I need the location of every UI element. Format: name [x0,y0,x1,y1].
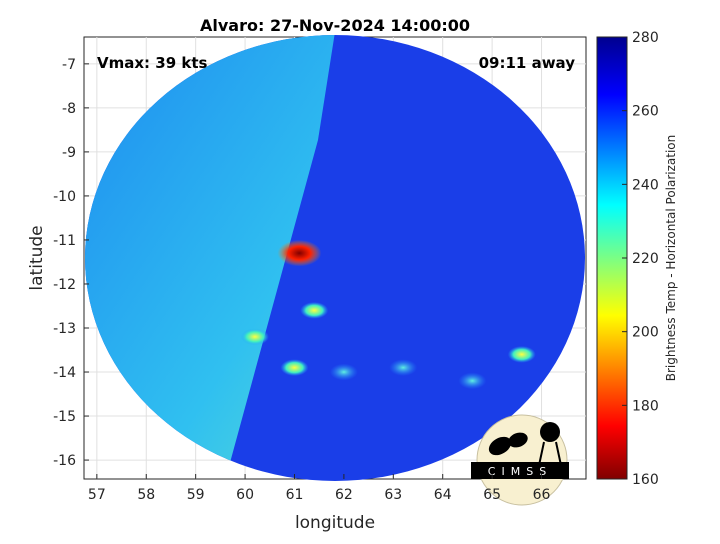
x-tick-label: 59 [187,487,205,503]
x-tick-label: 63 [384,487,402,503]
x-tick-label: 62 [335,487,353,503]
brightness-field [85,35,585,481]
x-tick-label: 57 [88,487,106,503]
y-tick-label: -13 [53,321,76,337]
vmax-annotation: Vmax: 39 kts [97,54,207,72]
colorbar-label: Brightness Temp - Horizontal Polarizatio… [664,135,678,382]
colorbar-tick-label: 240 [632,177,659,193]
brightness-feature [300,301,329,319]
x-tick-label: 58 [137,487,155,503]
x-tick-label: 61 [286,487,304,503]
y-tick-label: -16 [53,453,76,469]
brightness-feature [507,346,536,363]
y-tick-label: -11 [53,233,76,249]
x-axis-label: longitude [295,513,375,533]
logo-text: CIMSS [488,465,552,478]
y-tick-label: -7 [62,57,76,73]
chart-title: Alvaro: 27-Nov-2024 14:00:00 [200,16,470,35]
brightness-feature [329,363,358,381]
y-tick-label: -9 [62,145,76,161]
x-tick-label: 65 [483,487,501,503]
colorbar-tick-label: 160 [632,472,659,488]
colorbar-tick-label: 280 [632,30,659,46]
colorbar-tick-label: 220 [632,251,659,267]
brightness-feature [280,359,309,377]
x-tick-label: 64 [434,487,452,503]
x-tick-label: 60 [236,487,254,503]
colorbar-tick-label: 200 [632,325,659,341]
brightness-feature [240,328,269,346]
x-tick-label: 66 [533,487,551,503]
time-annotation: 09:11 away [479,54,576,72]
y-tick-label: -12 [53,277,76,293]
brightness-feature [389,359,418,377]
colorbar-tick-label: 180 [632,398,659,414]
y-tick-label: -14 [53,365,76,381]
y-tick-label: -10 [53,189,76,205]
y-tick-label: -8 [62,101,76,117]
brightness-feature [458,372,487,390]
y-axis-label: latitude [27,225,47,290]
colorbar-tick-label: 260 [632,104,659,120]
y-tick-label: -15 [53,409,76,425]
brightness-feature [277,239,322,267]
cimss-logo: CIMSS [471,414,569,506]
